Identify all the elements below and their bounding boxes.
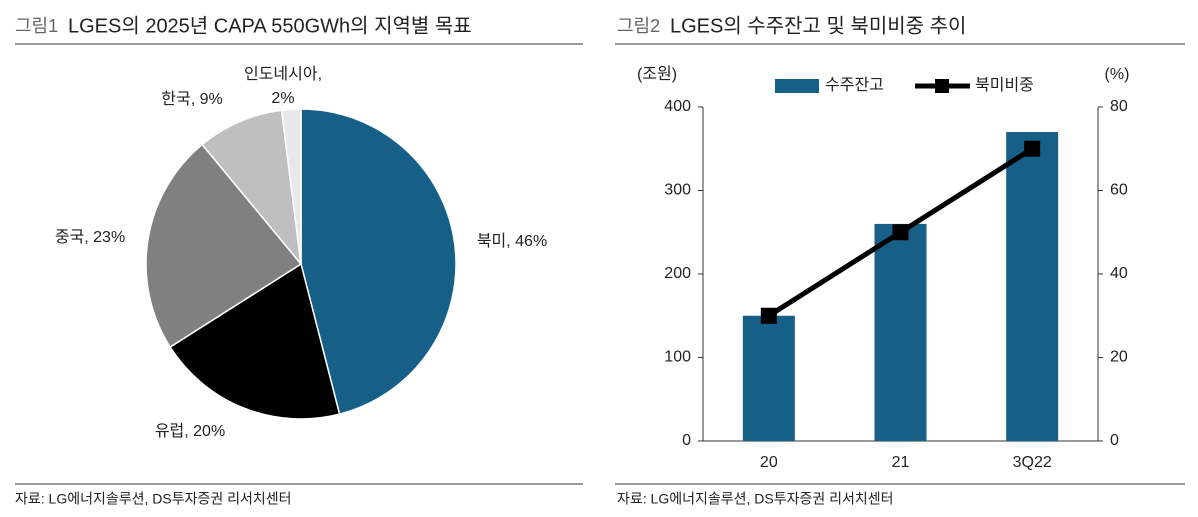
figure-label: 그림2 — [617, 16, 660, 36]
y-tick-label: 0 — [682, 432, 691, 449]
figure-label: 그림1 — [15, 16, 58, 36]
y-tick-label: 200 — [664, 265, 691, 282]
legend-label: 수주잔고 — [825, 76, 884, 94]
y2-tick-label: 0 — [1110, 432, 1119, 449]
source: 자료: LG에너지솔루션, DS투자증권 리서치센터 — [15, 491, 292, 507]
y2-tick-label: 20 — [1110, 349, 1128, 366]
bar — [742, 315, 795, 441]
y-axis-label: (조원) — [637, 65, 677, 83]
y-tick-label: 300 — [664, 182, 691, 199]
pie-slice — [300, 108, 457, 416]
pie-slice — [201, 109, 303, 267]
chart-title: LGES의 수주잔고 및 북미비중 추이 — [670, 14, 966, 37]
pie-slice — [169, 262, 341, 420]
slice-label: 중국, 23% — [54, 229, 126, 246]
legend-swatch — [775, 79, 819, 93]
y-tick-label: 100 — [664, 349, 691, 366]
chart-title: LGES의 2025년 CAPA 550GWh의 지역별 목표 — [68, 14, 472, 37]
marker — [892, 224, 909, 241]
bar — [1006, 132, 1059, 442]
marker — [1024, 140, 1041, 157]
slice-label: 유럽, 20% — [154, 423, 226, 440]
slice-label: 북미, 46% — [476, 233, 548, 250]
slice-label: 한국, 9% — [161, 91, 223, 108]
y2-axis-label: (%) — [1105, 66, 1130, 83]
pie-slice — [280, 108, 302, 265]
bar — [874, 223, 927, 441]
y2-tick-label: 40 — [1110, 265, 1128, 282]
slice-label: 인도네시아, 2% — [243, 66, 323, 107]
marker — [760, 307, 777, 324]
legend-swatch — [935, 79, 949, 93]
x-tick-label: 3Q22 — [1013, 454, 1052, 471]
pie-slice — [145, 143, 303, 349]
y-tick-label: 400 — [664, 98, 691, 115]
x-tick-label: 20 — [760, 454, 778, 471]
source: 자료: LG에너지솔루션, DS투자증권 리서치센터 — [617, 491, 894, 507]
legend-label: 북미비중 — [975, 76, 1034, 94]
y2-tick-label: 80 — [1110, 98, 1128, 115]
x-tick-label: 21 — [892, 454, 910, 471]
y2-tick-label: 60 — [1110, 182, 1128, 199]
